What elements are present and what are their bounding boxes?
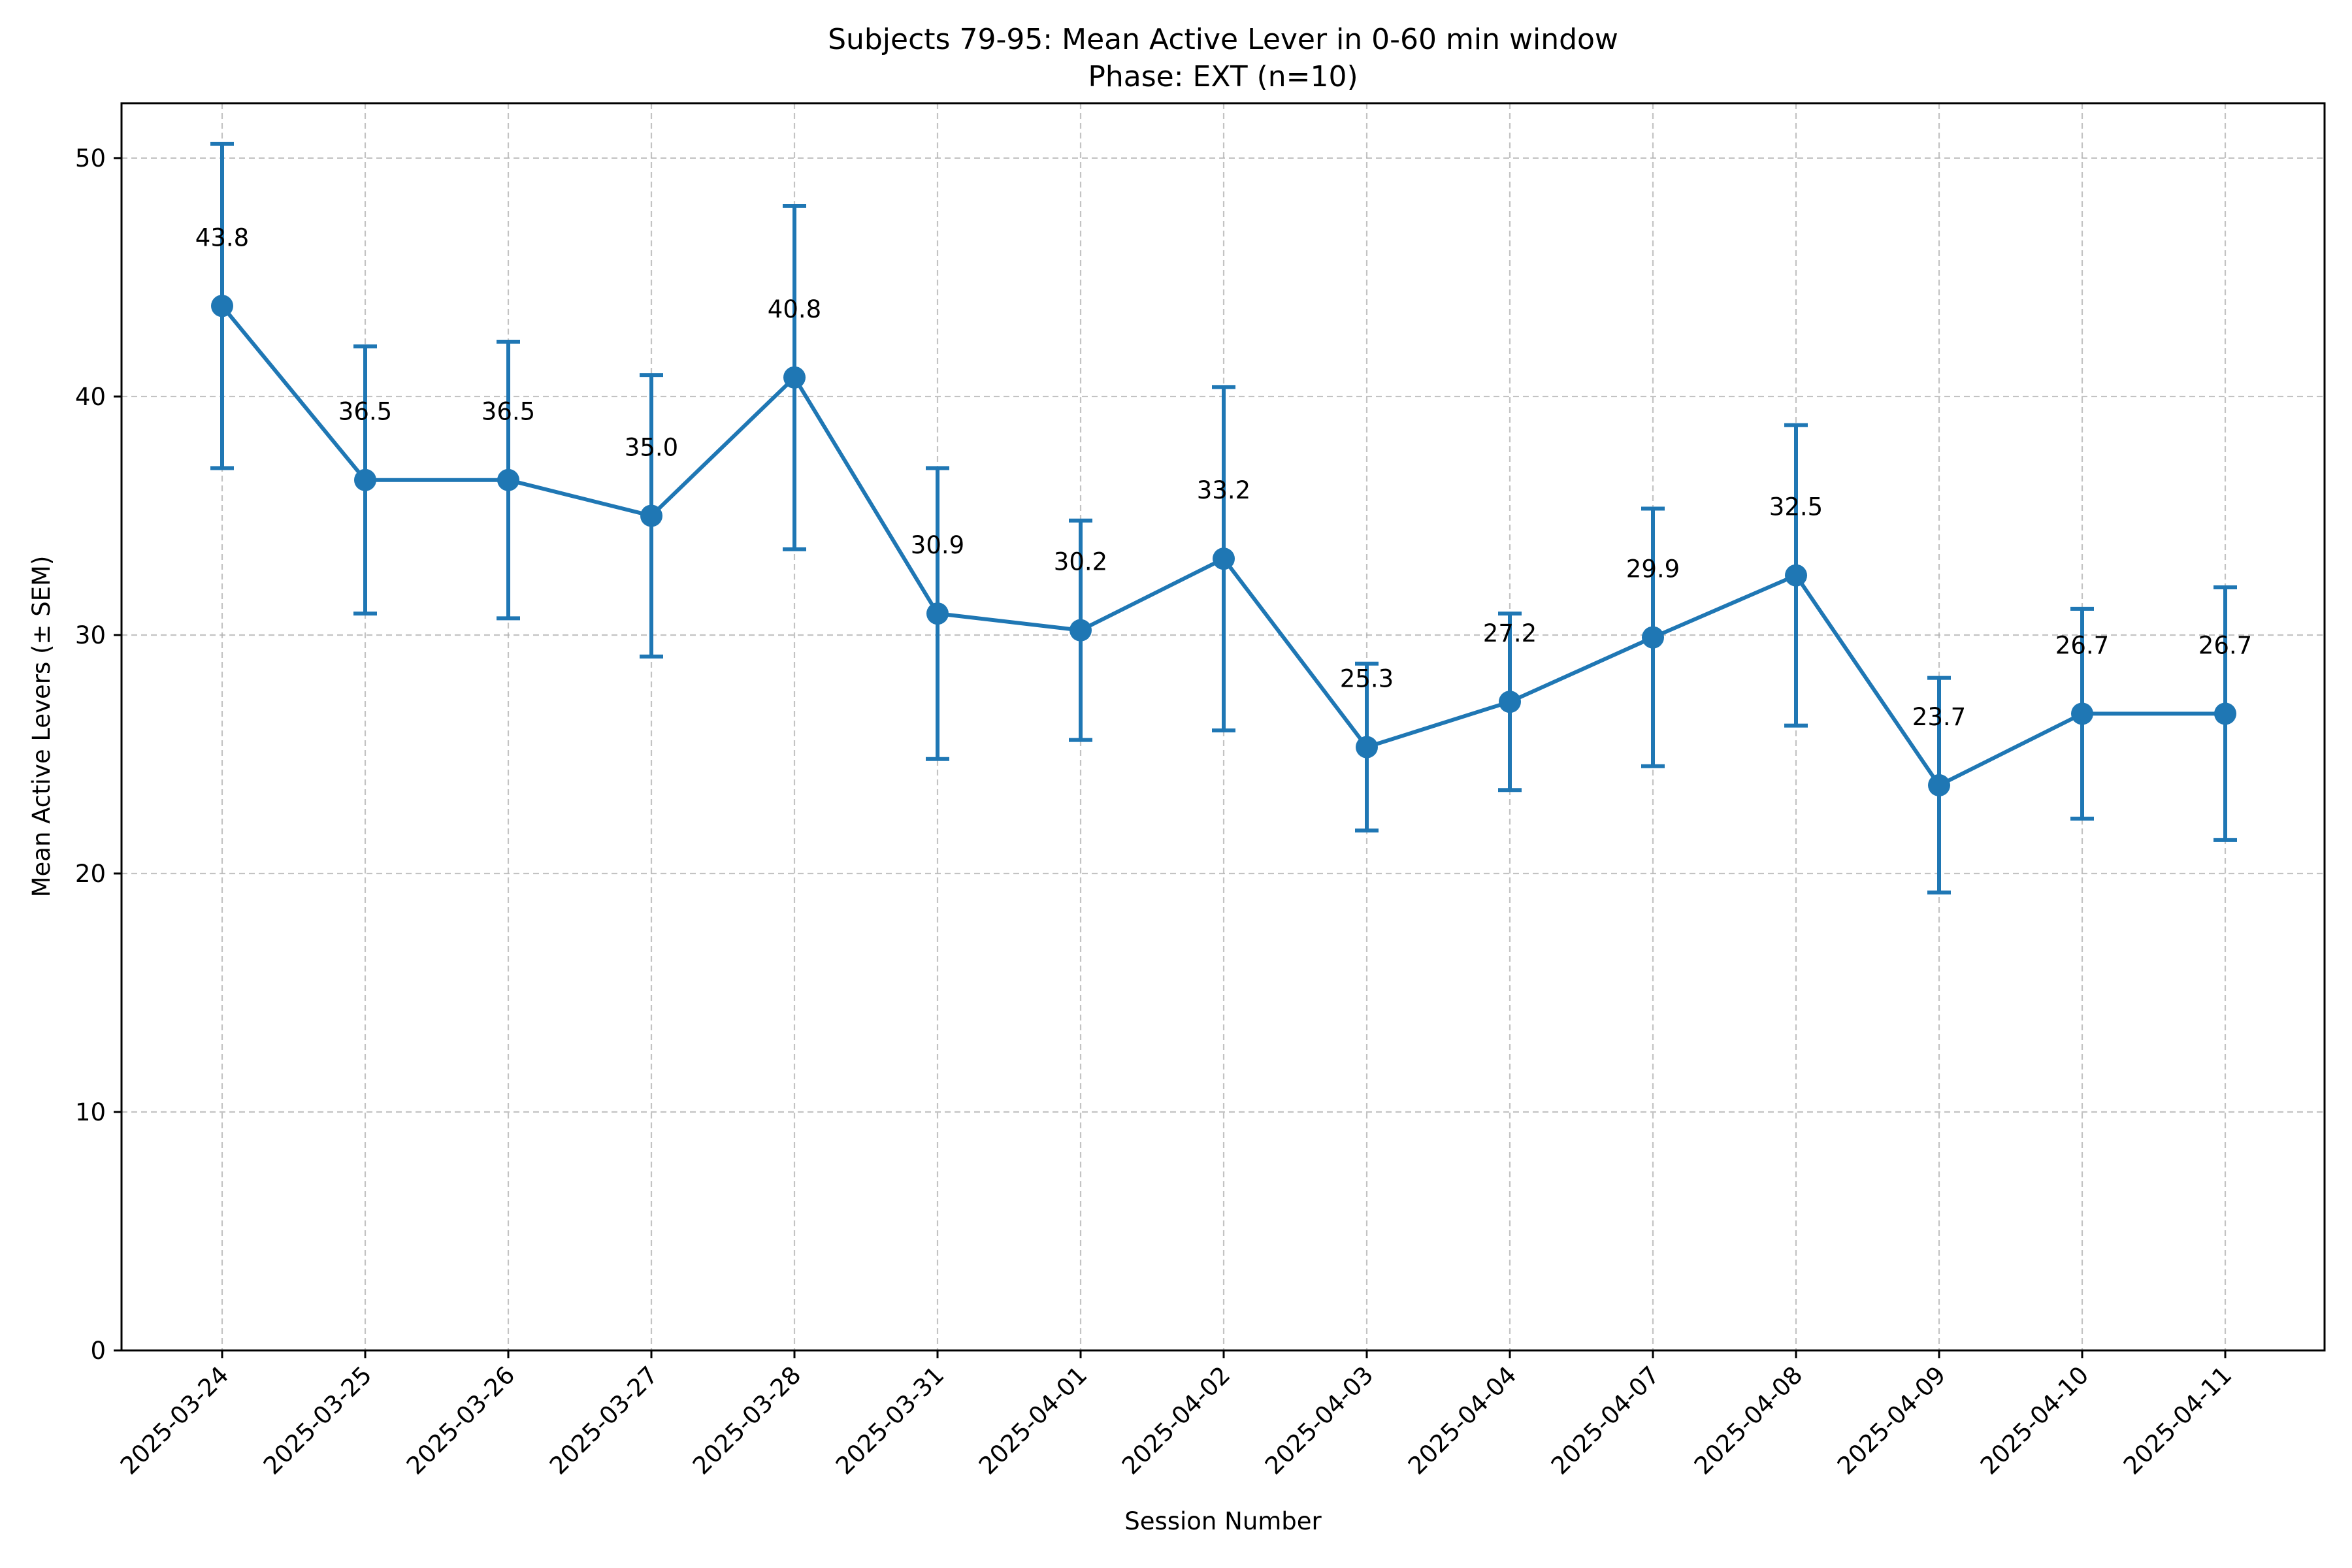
y-axis-ticks: 0 10 20 30 40 50 <box>75 144 122 1365</box>
data-label: 25.3 <box>1340 665 1394 693</box>
data-point <box>354 468 376 491</box>
x-tick-label: 2025-04-09 <box>1832 1361 1951 1480</box>
y-tick-label: 40 <box>75 383 106 411</box>
x-tick-label: 2025-03-28 <box>687 1361 806 1480</box>
data-label: 40.8 <box>768 295 821 323</box>
data-label: 27.2 <box>1483 619 1537 647</box>
chart-title: Subjects 79-95: Mean Active Lever in 0-6… <box>828 23 1618 56</box>
x-tick-label: 2025-03-26 <box>401 1361 520 1480</box>
data-label: 30.9 <box>911 531 964 559</box>
x-tick-label: 2025-04-07 <box>1546 1361 1665 1480</box>
x-axis-ticks: 2025-03-24 2025-03-25 2025-03-26 2025-03-27… <box>115 1350 2237 1480</box>
x-axis-label: Session Number <box>1124 1507 1322 1535</box>
data-point <box>497 468 519 491</box>
x-tick-label: 2025-03-31 <box>830 1361 949 1480</box>
data-label: 23.7 <box>1912 703 1966 731</box>
data-label: 33.2 <box>1197 476 1250 504</box>
data-points <box>211 295 2236 796</box>
data-point <box>1213 547 1235 570</box>
data-point <box>2214 702 2236 725</box>
x-tick-label: 2025-03-25 <box>258 1361 377 1480</box>
data-point <box>926 602 949 625</box>
data-point <box>1499 691 1521 713</box>
data-point <box>640 504 662 527</box>
data-label: 43.8 <box>195 223 249 252</box>
data-label: 32.5 <box>1769 493 1823 521</box>
data-point <box>783 366 806 389</box>
data-label: 35.0 <box>625 433 678 461</box>
data-point <box>2071 702 2093 725</box>
x-tick-label: 2025-03-27 <box>544 1361 663 1480</box>
data-label: 29.9 <box>1626 555 1680 583</box>
x-tick-label: 2025-04-03 <box>1260 1361 1379 1480</box>
x-tick-label: 2025-04-02 <box>1117 1361 1235 1480</box>
plot-frame <box>120 102 2326 1352</box>
data-point <box>1928 774 1950 796</box>
data-label: 36.5 <box>338 398 392 426</box>
data-label: 30.2 <box>1054 548 1107 576</box>
data-labels: 43.8 36.5 36.5 35.0 40.8 30.9 30.2 33.2 25.3 27.2… <box>195 223 2252 731</box>
x-tick-label: 2025-04-11 <box>2118 1361 2237 1480</box>
data-label: 26.7 <box>2198 631 2252 659</box>
data-point <box>211 295 233 318</box>
data-point <box>1785 564 1807 587</box>
y-tick-label: 50 <box>75 144 106 172</box>
data-label: 36.5 <box>482 398 535 426</box>
y-tick-label: 10 <box>75 1098 106 1126</box>
x-tick-label: 2025-04-01 <box>973 1361 1092 1480</box>
y-tick-label: 30 <box>75 621 106 649</box>
data-label: 26.7 <box>2055 631 2109 659</box>
data-point <box>1070 619 1092 642</box>
x-tick-label: 2025-03-24 <box>115 1361 234 1480</box>
x-tick-label: 2025-04-04 <box>1403 1361 1522 1480</box>
chart-subtitle: Phase: EXT (n=10) <box>1088 60 1358 93</box>
data-point <box>1356 736 1378 759</box>
y-tick-label: 20 <box>75 860 106 888</box>
y-axis-label: Mean Active Levers (± SEM) <box>27 556 56 898</box>
x-tick-label: 2025-04-10 <box>1975 1361 2094 1480</box>
x-tick-label: 2025-04-08 <box>1689 1361 1808 1480</box>
y-tick-label: 0 <box>90 1337 106 1365</box>
data-point <box>1642 626 1664 649</box>
